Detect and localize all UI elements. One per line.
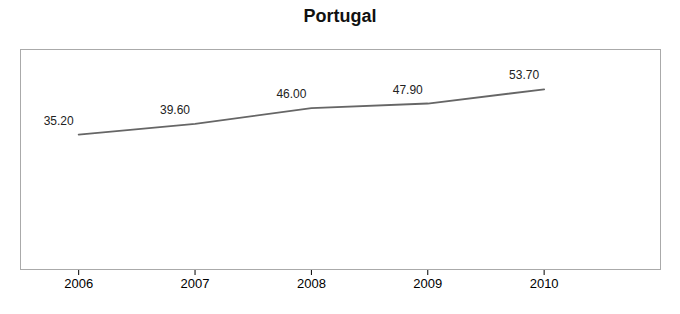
svg-text:47.90: 47.90: [393, 83, 423, 97]
svg-text:2007: 2007: [181, 276, 210, 291]
svg-text:39.60: 39.60: [160, 103, 190, 117]
svg-text:2009: 2009: [413, 276, 442, 291]
svg-text:2006: 2006: [64, 276, 93, 291]
svg-text:46.00: 46.00: [276, 87, 306, 101]
svg-text:2008: 2008: [297, 276, 326, 291]
svg-text:35.20: 35.20: [44, 114, 74, 128]
svg-text:53.70: 53.70: [509, 68, 539, 82]
svg-text:2010: 2010: [530, 276, 559, 291]
html-text:Portugal: Portugal: [303, 6, 377, 26]
